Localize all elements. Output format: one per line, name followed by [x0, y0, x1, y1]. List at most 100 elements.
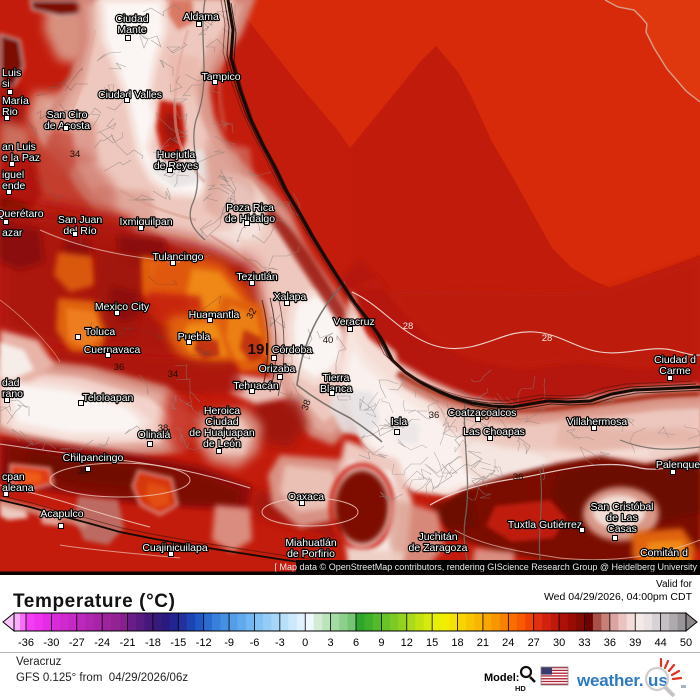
- svg-text:Huamantla: Huamantla: [189, 309, 240, 321]
- svg-text:de Zaragoza: de Zaragoza: [409, 542, 468, 554]
- svg-text:30: 30: [78, 466, 89, 477]
- svg-text:Blanca: Blanca: [320, 383, 352, 395]
- svg-text:Tierra: Tierra: [322, 372, 349, 384]
- svg-text:39: 39: [629, 637, 641, 649]
- svg-text:Las Choapas: Las Choapas: [463, 426, 525, 438]
- svg-text:0: 0: [302, 637, 308, 649]
- svg-text:[ Map data © OpenStreetMap con: [ Map data © OpenStreetMap contributors,…: [275, 562, 698, 572]
- svg-text:3: 3: [328, 637, 334, 649]
- svg-text:28: 28: [542, 333, 553, 344]
- svg-text:36: 36: [114, 362, 125, 373]
- svg-text:Ciudad: Ciudad: [115, 13, 148, 25]
- svg-text:40: 40: [323, 335, 334, 346]
- svg-text:-27: -27: [69, 637, 85, 649]
- svg-text:Mante: Mante: [117, 24, 146, 36]
- svg-text:Córdoba: Córdoba: [272, 344, 312, 356]
- svg-text:-9: -9: [224, 637, 234, 649]
- svg-text:San Juan: San Juan: [58, 214, 103, 226]
- svg-text:50: 50: [680, 637, 692, 649]
- svg-text:dad: dad: [2, 377, 20, 389]
- svg-text:us: us: [648, 671, 668, 690]
- svg-text:Aldama: Aldama: [183, 11, 219, 23]
- svg-text:ende: ende: [2, 180, 26, 192]
- svg-text:Villahermosa: Villahermosa: [567, 416, 628, 428]
- svg-text:Orizaba: Orizaba: [259, 363, 296, 375]
- svg-text:Teloloapan: Teloloapan: [83, 392, 134, 404]
- svg-text:-18: -18: [145, 637, 161, 649]
- svg-text:Teziutlán: Teziutlán: [236, 271, 278, 283]
- svg-text:de León: de León: [203, 438, 241, 450]
- svg-text:15: 15: [426, 637, 438, 649]
- svg-text:Acapulco: Acapulco: [40, 508, 83, 520]
- svg-text:Tulancingo: Tulancingo: [153, 251, 204, 263]
- svg-text:aleana: aleana: [2, 482, 34, 494]
- svg-text:Huejutla: Huejutla: [157, 149, 196, 161]
- svg-text:Veracruz: Veracruz: [333, 316, 374, 328]
- svg-text:HD: HD: [515, 684, 526, 693]
- svg-text:Carme: Carme: [659, 365, 691, 377]
- svg-text:e la Paz: e la Paz: [2, 152, 40, 164]
- svg-text:38: 38: [14, 389, 25, 400]
- svg-text:Miahuatlán: Miahuatlán: [285, 537, 337, 549]
- svg-text:44: 44: [654, 637, 666, 649]
- svg-text:34: 34: [168, 369, 179, 380]
- svg-text:Comitán d: Comitán d: [640, 547, 688, 559]
- svg-text:38: 38: [479, 412, 490, 423]
- svg-text:Palenque: Palenque: [656, 459, 700, 471]
- svg-text:Cuajinicuilapa: Cuajinicuilapa: [142, 542, 208, 554]
- svg-text:iguel: iguel: [2, 169, 24, 181]
- svg-text:21: 21: [477, 637, 489, 649]
- svg-text:9: 9: [378, 637, 384, 649]
- svg-text:de Huajuapan: de Huajuapan: [189, 427, 255, 439]
- svg-text:del Río: del Río: [63, 225, 96, 237]
- svg-text:Tampico: Tampico: [201, 71, 240, 83]
- svg-text:28: 28: [403, 321, 414, 332]
- svg-text:Ciudad: Ciudad: [205, 416, 238, 428]
- svg-text:Tehuacán: Tehuacán: [233, 380, 279, 392]
- svg-text:Luis: Luis: [2, 67, 21, 79]
- svg-text:Ixmiquilpan: Ixmiquilpan: [119, 216, 172, 228]
- svg-text:Xalapa: Xalapa: [274, 291, 307, 303]
- svg-text:Mexico City: Mexico City: [95, 301, 150, 313]
- svg-text:de Reyes: de Reyes: [154, 160, 198, 172]
- svg-text:María: María: [2, 95, 29, 107]
- svg-text:an Luis: an Luis: [2, 141, 36, 153]
- svg-text:-24: -24: [94, 637, 110, 649]
- svg-text:18: 18: [451, 637, 463, 649]
- svg-text:San Ciro: San Ciro: [47, 109, 88, 121]
- svg-text:38: 38: [300, 398, 314, 412]
- svg-text:30: 30: [553, 637, 565, 649]
- svg-text:Coatzacoalcos: Coatzacoalcos: [448, 407, 517, 419]
- svg-text:de Hidalgo: de Hidalgo: [225, 213, 275, 225]
- svg-text:Chilpancingo: Chilpancingo: [63, 452, 124, 464]
- svg-text:32: 32: [244, 306, 259, 321]
- svg-text:de Porfirio: de Porfirio: [287, 548, 335, 560]
- svg-text:Olinalá: Olinalá: [138, 429, 171, 441]
- svg-text:weather.: weather.: [576, 671, 643, 690]
- svg-text:azar: azar: [2, 227, 23, 239]
- svg-text:si: si: [2, 78, 10, 90]
- svg-text:-15: -15: [170, 637, 186, 649]
- svg-text:Querétaro: Querétaro: [0, 208, 44, 220]
- svg-text:24: 24: [502, 637, 514, 649]
- svg-text:Model:: Model:: [484, 672, 519, 684]
- svg-text:Ciudad Valles: Ciudad Valles: [98, 89, 162, 101]
- svg-text:19: 19: [248, 341, 265, 358]
- svg-text:-3: -3: [275, 637, 285, 649]
- svg-text:Juchitán: Juchitán: [418, 531, 457, 543]
- svg-text:-6: -6: [250, 637, 260, 649]
- svg-text:27: 27: [528, 637, 540, 649]
- svg-text:34: 34: [70, 149, 81, 160]
- svg-text:38: 38: [158, 423, 169, 434]
- svg-text:Casas: Casas: [607, 523, 637, 535]
- svg-text:Tuxtla Gutiérrez: Tuxtla Gutiérrez: [508, 519, 582, 531]
- svg-text:-36: -36: [18, 637, 34, 649]
- svg-text:de Las: de Las: [606, 512, 638, 524]
- svg-text:6: 6: [353, 637, 359, 649]
- svg-text:36: 36: [604, 637, 616, 649]
- svg-text:Ciudad d: Ciudad d: [654, 354, 696, 366]
- svg-text:Oaxaca: Oaxaca: [288, 491, 324, 503]
- svg-text:33: 33: [578, 637, 590, 649]
- svg-text:36: 36: [513, 472, 524, 483]
- svg-text:-21: -21: [120, 637, 136, 649]
